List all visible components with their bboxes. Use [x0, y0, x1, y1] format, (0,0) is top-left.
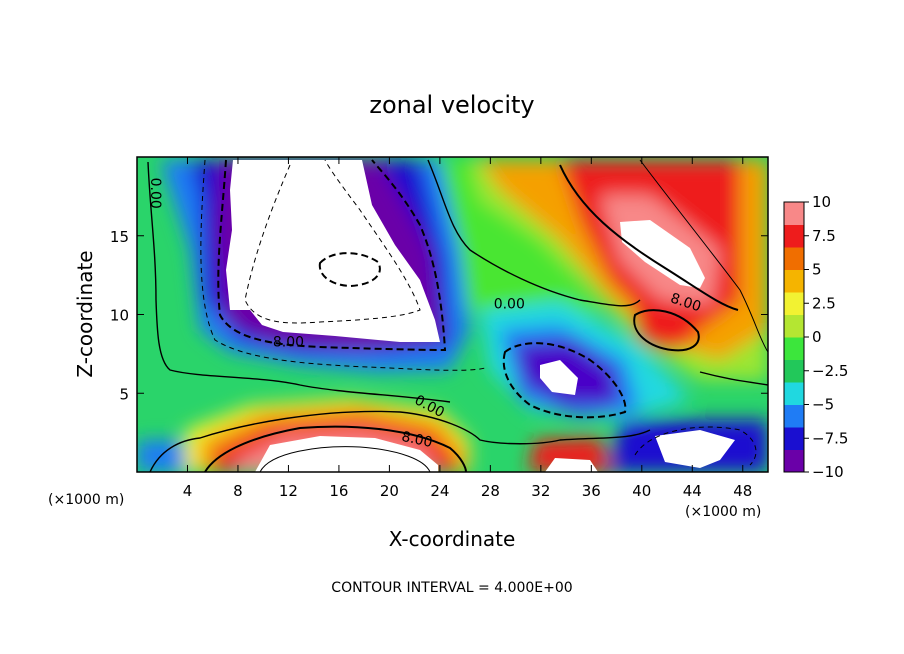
colorbar: 10 7.5 5 2.5 0 −2.5 −5 −7.5 −10 [783, 193, 848, 481]
x-tick-label: 4 [183, 482, 193, 500]
x-tick-label: 36 [582, 482, 601, 500]
contour-minus8-mid [502, 342, 627, 419]
contour-label: 8.00 [400, 429, 434, 451]
x-axis-label: X-coordinate [389, 527, 516, 551]
white-core-lower [255, 436, 438, 472]
heatmap-field: 0.00-8.000.00 8.000.008.00 [137, 157, 768, 472]
colorbar-swatch [784, 404, 804, 428]
white-core-lower-right [655, 430, 735, 468]
contour-4-lower [259, 446, 431, 472]
colorbar-swatch [784, 382, 804, 405]
y-tick-label: 15 [110, 228, 129, 246]
contour-interval-note: CONTOUR INTERVAL = 4.000E+00 [331, 580, 572, 596]
x-tick-label: 44 [683, 482, 702, 500]
x-tick-label: 48 [733, 482, 752, 500]
y-axis-label: Z-coordinate [73, 250, 97, 377]
x-tick-label: 20 [380, 482, 399, 500]
colorbar-tick-label: 2.5 [812, 294, 836, 312]
x-tick-label: 8 [233, 482, 243, 500]
contour-zero-left [147, 161, 451, 403]
white-core-right [620, 220, 705, 288]
contour-4-right [639, 159, 768, 353]
x-tick-label: 12 [279, 482, 298, 500]
contour-label: 0.00 [494, 296, 525, 312]
contour-8-blob [633, 309, 700, 352]
x-tick-label: 40 [632, 482, 651, 500]
contour-zero-lower [149, 410, 651, 472]
contour-8-lower [204, 425, 467, 472]
region-blue-lower-left [137, 440, 190, 472]
y-tick-label: 10 [110, 307, 129, 325]
white-core-upper [226, 160, 440, 342]
x-tick-label: 32 [531, 482, 550, 500]
colorbar-tick-label: −7.5 [812, 429, 848, 447]
contour-zero-right [699, 371, 768, 386]
contour-minus8-upper [217, 159, 447, 352]
contour-8-right [559, 164, 739, 311]
colorbar-tick-label: −2.5 [812, 362, 848, 380]
x-tick-label: 24 [430, 482, 449, 500]
contour-minus4-inner [244, 159, 421, 324]
x-tick-label: 16 [329, 482, 348, 500]
white-core-mid [540, 360, 578, 395]
y-tick-label: 5 [119, 385, 129, 403]
x-unit-label-right: (×1000 m) [685, 504, 761, 520]
colorbar-swatch [784, 427, 804, 450]
contour-minus4-upper [200, 159, 486, 371]
colorbar-swatch [784, 359, 804, 383]
contour-zero-upper [427, 159, 641, 307]
contour-lines [147, 159, 768, 472]
colorbar-tick-label: 0 [812, 328, 822, 346]
contour-label: -8.00 [268, 334, 304, 350]
white-core-lower-mid [545, 458, 598, 472]
y-axis-ticks: 5 10 15 [110, 228, 768, 403]
colorbar-swatch [784, 314, 804, 338]
colorbar-swatch [784, 269, 804, 293]
colorbar-tick-label: 10 [812, 193, 831, 211]
colorbar-tick-label: 5 [812, 261, 822, 279]
x-axis-ticks: 4 8 12 16 20 24 28 32 36 40 44 48 [183, 157, 752, 500]
colorbar-swatch [784, 202, 804, 225]
colorbar-tick-label: 7.5 [812, 227, 836, 245]
chart-title: zonal velocity [369, 91, 534, 119]
colorbar-swatch [784, 247, 804, 270]
x-tick-label: 28 [481, 482, 500, 500]
contour-label: 0.00 [147, 178, 163, 209]
colorbar-swatch [784, 224, 804, 248]
colorbar-tick-label: −10 [812, 463, 844, 481]
colorbar-tick-label: −5 [812, 396, 834, 414]
contour-minus8-inner [318, 252, 381, 288]
x-unit-label-left: (×1000 m) [48, 492, 124, 508]
colorbar-swatch [784, 337, 804, 360]
colorbar-swatch [784, 292, 804, 315]
region-red-small-blob [632, 308, 698, 352]
colorbar-swatch [784, 449, 804, 473]
